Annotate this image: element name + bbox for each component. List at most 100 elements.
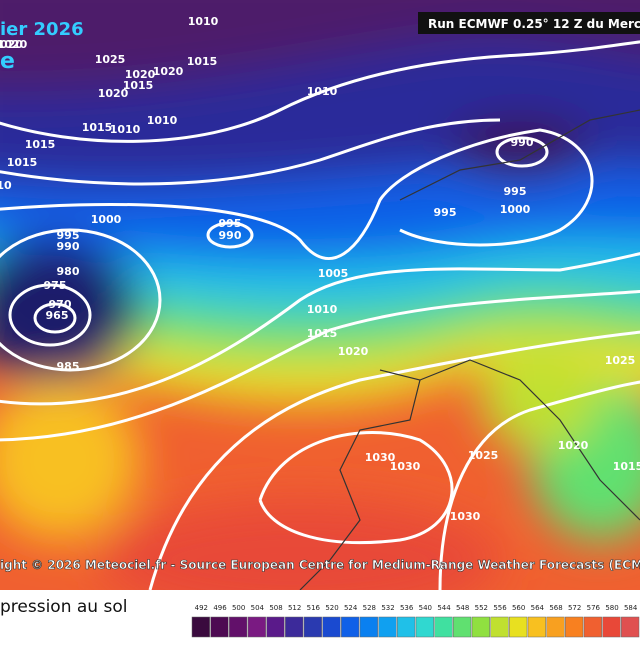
colorbar-label: 520 <box>325 604 338 612</box>
colorbar: 492 496 500 504 508 512 516 520 524 528 532 536 540 5… <box>191 604 640 638</box>
isobar-label: 995 <box>434 206 457 219</box>
colorbar-swatch <box>266 616 285 638</box>
colorbar-label: 564 <box>531 604 545 612</box>
colorbar-label: 496 <box>213 604 227 612</box>
colorbar-swatch <box>546 616 565 638</box>
colorbar-swatch <box>378 616 397 638</box>
isobar-label: 1030 <box>365 451 396 464</box>
legend-title: pression au sol <box>0 597 127 617</box>
colorbar-swatch <box>341 616 360 638</box>
run-label: Run ECMWF 0.25° 12 Z du Mercr <box>428 17 640 31</box>
colorbar-label: 536 <box>400 604 414 612</box>
sub-b: e <box>0 49 15 74</box>
colorbar-swatch <box>229 616 248 638</box>
colorbar-label: 560 <box>512 604 525 612</box>
isobar-label: 1015 <box>7 156 38 169</box>
colorbar-label: 492 <box>195 604 208 612</box>
isobar-label: 985 <box>57 360 80 373</box>
colorbar-swatch <box>527 616 546 638</box>
colorbar-label: 524 <box>344 604 358 612</box>
colorbar-swatch <box>285 616 304 638</box>
isobar-label: 995 <box>504 185 527 198</box>
isobar-label: 1000 <box>500 203 531 216</box>
colorbar-label: 512 <box>288 604 301 612</box>
colorbar-label: 516 <box>307 604 321 612</box>
colorbar-label: 504 <box>251 604 265 612</box>
colorbar-swatch <box>453 616 472 638</box>
isobar-label: 1015 <box>82 121 113 134</box>
isobar-label: 1030 <box>450 510 481 523</box>
isobar-label: 1005 <box>318 267 349 280</box>
colorbar-swatch <box>583 616 602 638</box>
colorbar-swatch <box>509 616 528 638</box>
colorbar-swatch <box>565 616 584 638</box>
isobar-label: 1015 <box>613 460 640 473</box>
isobar-label: 1010 <box>307 85 338 98</box>
isobar-label: 1015 <box>123 79 154 92</box>
colorbar-swatch <box>471 616 490 638</box>
isobar-label: 1020 <box>0 38 28 51</box>
isobar-label: 1015 <box>25 138 56 151</box>
isobar-label: 1020 <box>125 68 156 81</box>
colorbar-swatch <box>602 616 621 638</box>
isobar-label: 1010 <box>110 123 141 136</box>
isobar-label: 1020 <box>338 345 369 358</box>
colorbar-swatch <box>247 616 266 638</box>
field <box>0 0 640 590</box>
isobar-label: 1010 <box>307 303 338 316</box>
colorbar-label: 584 <box>624 604 638 612</box>
sub-a: 020 <box>0 38 23 51</box>
colorbar-label: 532 <box>381 604 394 612</box>
colorbar-swatch <box>191 616 210 638</box>
isobar-label: 1025 <box>605 354 636 367</box>
isobar-label: 1015 <box>307 327 338 340</box>
isobar-label: 990 <box>219 229 242 242</box>
colorbar-label: 576 <box>587 604 601 612</box>
colorbar-swatch <box>490 616 509 638</box>
isobars <box>0 40 640 590</box>
colorbar-label: 500 <box>232 604 245 612</box>
coastlines <box>299 109 640 590</box>
isobar-label: 1020 <box>98 87 129 100</box>
colorbar-label: 544 <box>437 604 451 612</box>
run-box <box>418 12 640 34</box>
isobar-label: 995 <box>57 229 80 242</box>
isobar-label: 1030 <box>390 460 421 473</box>
colorbar-label: 568 <box>549 604 562 612</box>
colorbar-label: 552 <box>475 604 488 612</box>
isobar-label: 980 <box>57 265 80 278</box>
isobar-label: 1020 <box>558 439 589 452</box>
colorbar-swatch <box>303 616 322 638</box>
isobar-label: 1020 <box>153 65 184 78</box>
isobar-label: 1010 <box>188 15 219 28</box>
colorbar-label: 572 <box>568 604 581 612</box>
credit: ight © 2026 Meteociel.fr - Source Europe… <box>0 558 640 572</box>
isobar-label: 990 <box>57 240 80 253</box>
colorbar-label: 548 <box>456 604 469 612</box>
isobar-label: 975 <box>44 279 67 292</box>
colorbar-swatch <box>210 616 229 638</box>
colorbar-swatch <box>397 616 416 638</box>
isobar-label: 1025 <box>468 449 499 462</box>
isobar-label: 965 <box>46 309 69 322</box>
isobar-label: 1025 <box>95 53 126 66</box>
colorbar-label: 580 <box>605 604 618 612</box>
colorbar-swatch <box>415 616 434 638</box>
colorbar-swatch <box>434 616 453 638</box>
isobar-label: 970 <box>49 298 72 311</box>
colorbar-label: 528 <box>363 604 376 612</box>
colorbar-swatch <box>322 616 341 638</box>
colorbar-label: 556 <box>493 604 507 612</box>
isobar-label: 995 <box>219 217 242 230</box>
colorbar-swatch <box>359 616 378 638</box>
isobar-label: 1000 <box>91 213 122 226</box>
date: ier 2026 <box>0 19 84 40</box>
isobar-label: 990 <box>511 136 534 149</box>
isobar-label: 1015 <box>187 55 218 68</box>
colorbar-swatch <box>621 616 640 638</box>
colorbar-label: 508 <box>269 604 282 612</box>
isobar-label: 1010 <box>147 114 178 127</box>
isobar-label: 10 <box>0 179 12 192</box>
